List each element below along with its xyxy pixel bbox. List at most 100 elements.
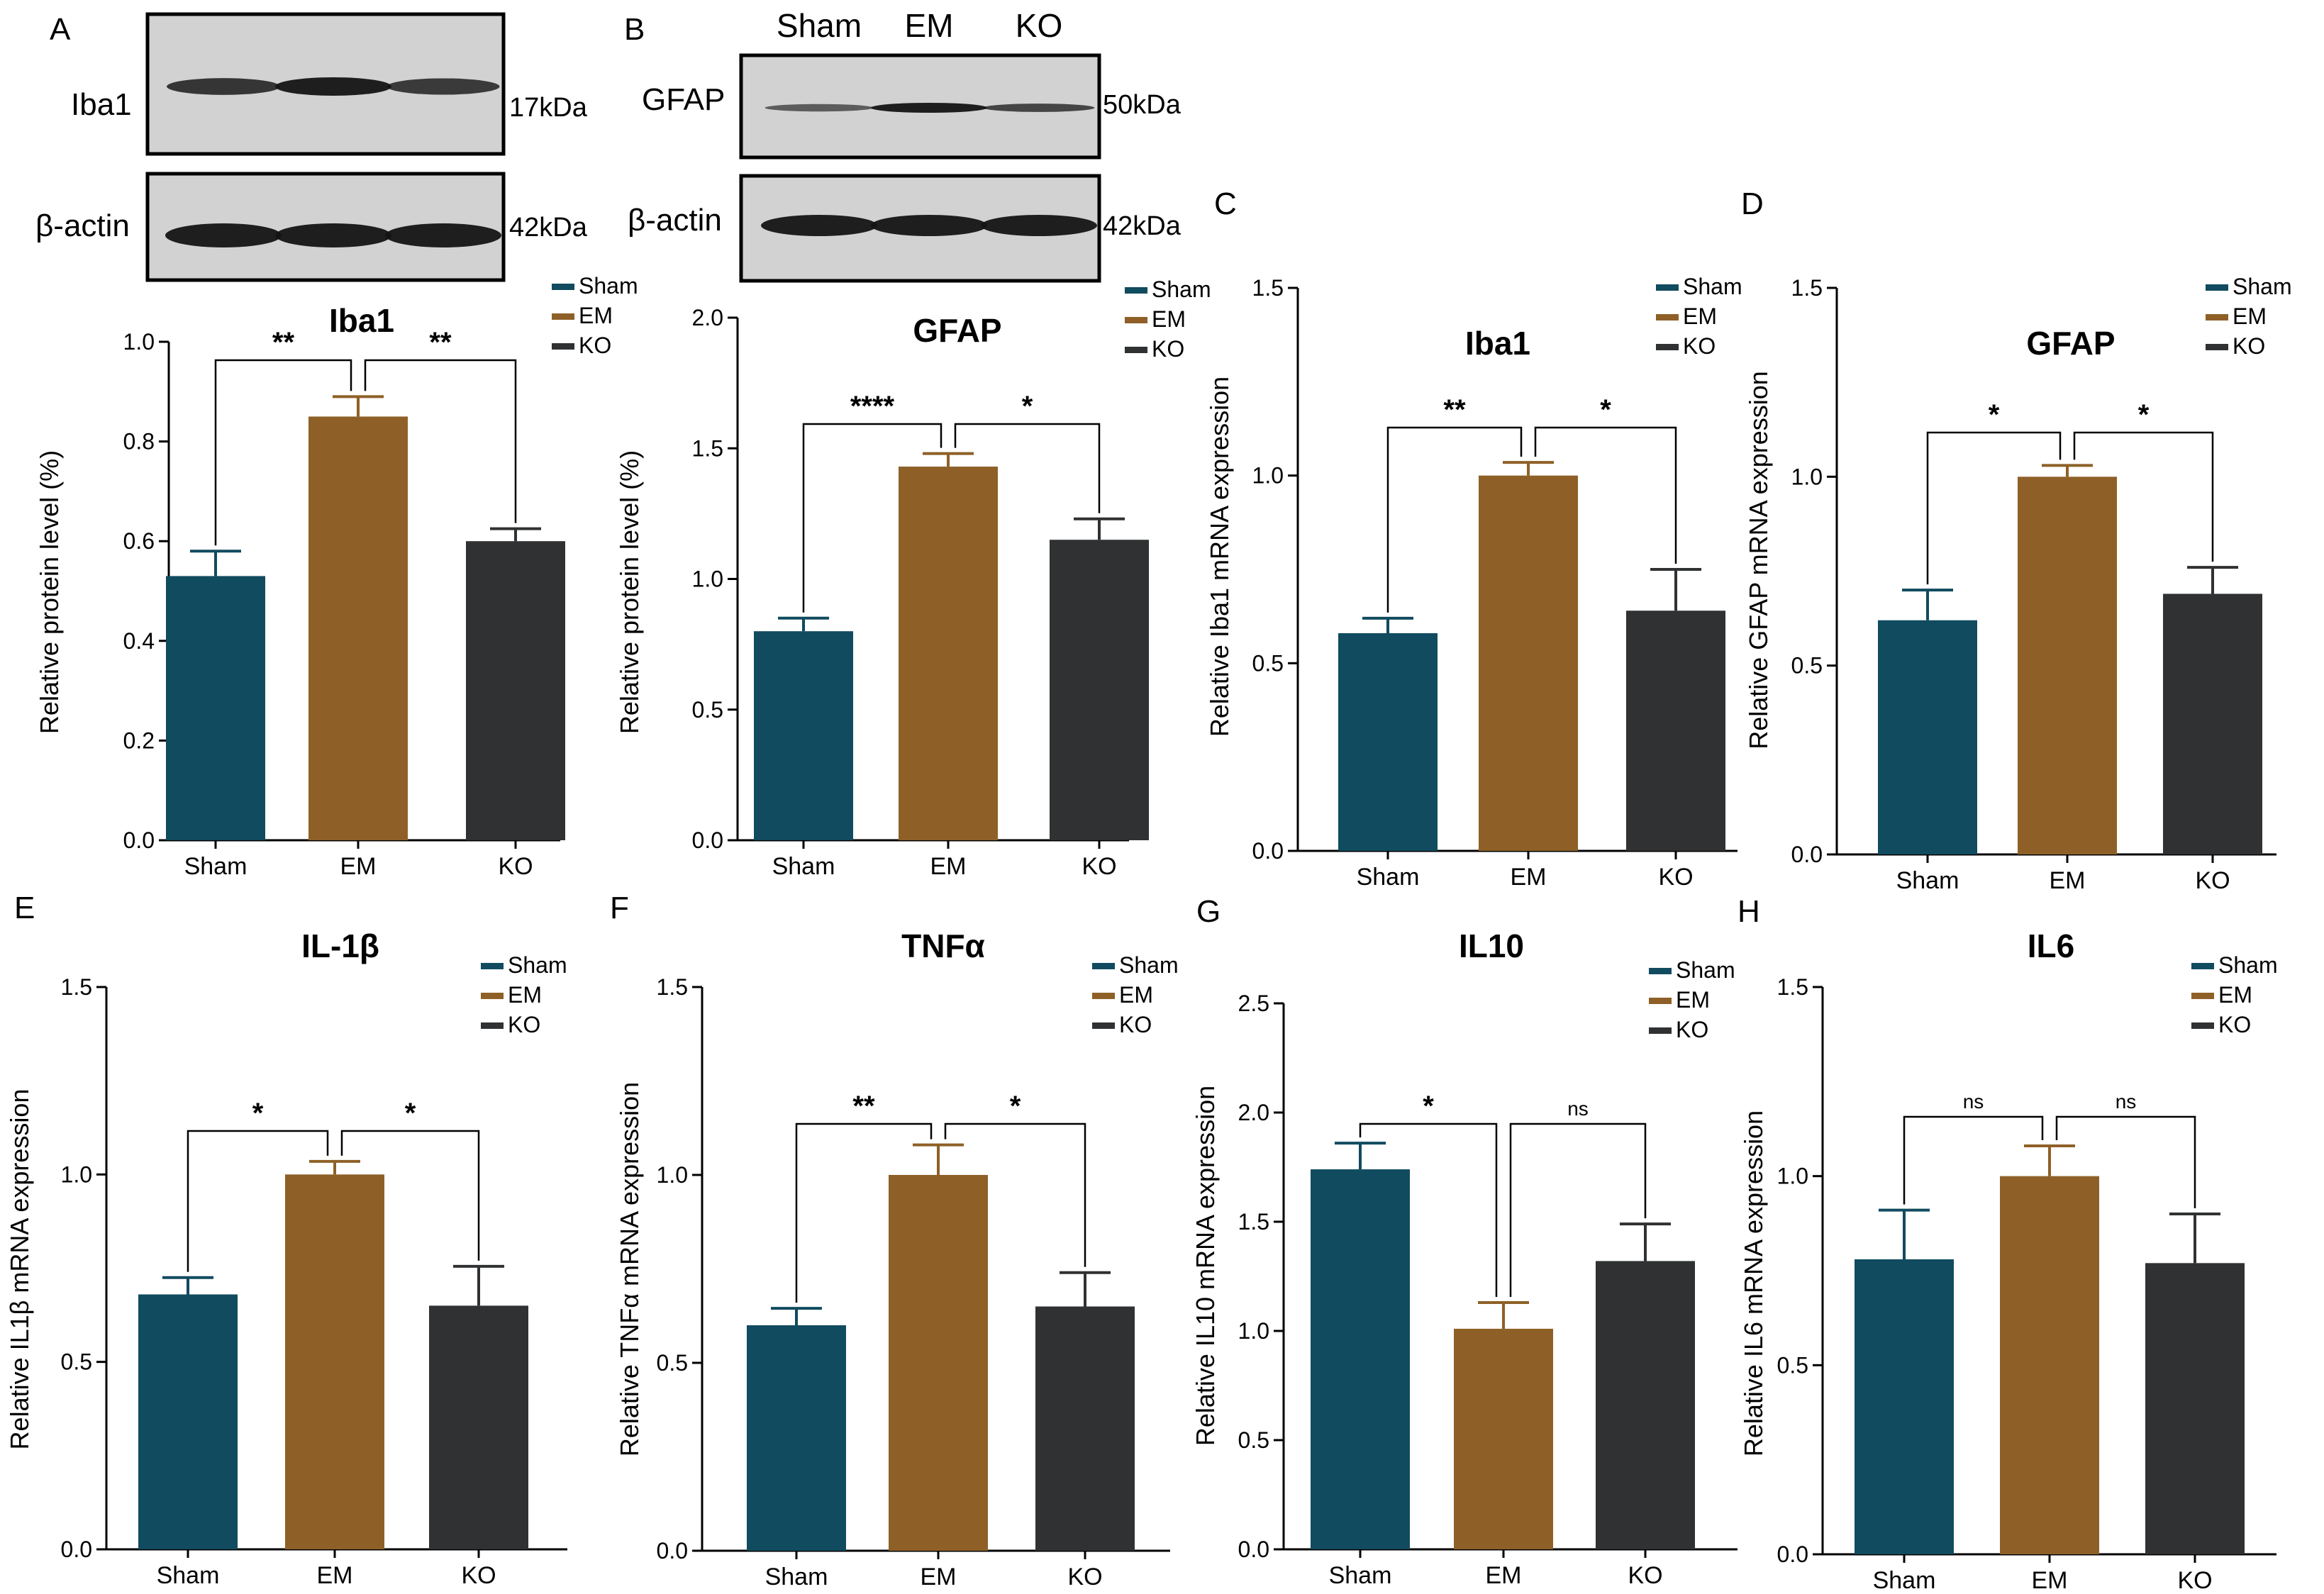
bar-em: [889, 1175, 988, 1551]
y-tick-label: 0.0: [657, 1538, 688, 1564]
legend-swatch-sham: [481, 963, 504, 969]
x-tick-label: EM: [921, 1564, 957, 1590]
molecular-weight-label: 42kDa: [1103, 211, 1182, 241]
legend-swatch-sham: [552, 284, 574, 290]
y-tick-label: 1.5: [692, 435, 723, 461]
legend-swatch-sham: [1125, 287, 1147, 294]
x-tick-label: Sham: [765, 1564, 828, 1590]
y-tick-label: 1.0: [61, 1161, 92, 1187]
molecular-weight-label: 42kDa: [509, 213, 588, 243]
legend-label: KO: [508, 1012, 540, 1037]
legend-swatch-em: [1125, 317, 1147, 323]
bar-ko: [1626, 611, 1725, 851]
significance-label: *: [1423, 1091, 1434, 1122]
bar-ko: [1050, 540, 1149, 840]
significance-label: *: [2138, 399, 2150, 430]
legend-label: Sham: [579, 273, 638, 299]
legend-label: KO: [1119, 1012, 1152, 1037]
significance-bracket: [340, 1130, 480, 1261]
y-tick-label: 0.0: [1777, 1542, 1808, 1567]
x-tick-label: Sham: [184, 853, 248, 880]
legend-label: Sham: [1119, 952, 1179, 978]
y-tick-label: 2.0: [692, 305, 723, 330]
significance-bracket: [802, 423, 943, 613]
lane-label-sham: Sham: [777, 7, 862, 44]
bar-em: [1479, 475, 1578, 851]
y-tick-label: 0.5: [1238, 1427, 1269, 1453]
blot-row-label: GFAP: [642, 82, 725, 117]
x-tick-label: EM: [340, 853, 377, 880]
significance-bracket: [954, 423, 1101, 513]
x-tick-label: KO: [1082, 853, 1116, 880]
y-tick-label: 1.0: [692, 567, 723, 592]
chart-panel-d: D GFAP Relative GFAP mRNA expression 0.0 0.5…: [1741, 186, 2292, 894]
western-blot-b: B Sham EM KO GFAP 50kDa β-actin 42kDa: [624, 7, 1182, 283]
legend-swatch-sham: [1092, 963, 1115, 969]
x-tick-label: Sham: [1357, 864, 1420, 891]
significance-label: *: [1600, 394, 1611, 425]
y-axis-label: Relative IL1β mRNA expression: [5, 1089, 34, 1450]
legend-label: EM: [1683, 303, 1717, 329]
y-tick-label: 0.5: [1777, 1352, 1808, 1378]
y-axis-label: Relative TNFα mRNA expression: [615, 1082, 644, 1456]
significance-bracket: [944, 1122, 1086, 1267]
x-tick-label: Sham: [157, 1562, 220, 1589]
y-tick-label: 2.0: [1238, 1100, 1269, 1125]
y-tick-label: 0.5: [1791, 653, 1823, 679]
significance-bracket: [364, 359, 517, 523]
x-tick-label: EM: [2032, 1567, 2068, 1594]
y-tick-label: 0.5: [1252, 650, 1284, 676]
y-tick-label: 0.4: [123, 628, 155, 654]
protein-band: [165, 223, 282, 247]
panel-label: C: [1214, 186, 1237, 221]
panel-label: B: [624, 12, 645, 47]
protein-band: [385, 223, 501, 247]
x-tick-label: Sham: [1896, 867, 1959, 894]
legend-swatch-ko: [2206, 344, 2228, 350]
legend-label: Sham: [508, 952, 567, 978]
protein-band: [983, 104, 1095, 112]
chart-panel-e: E IL-1β Relative IL1β mRNA expression 0.0 0.…: [5, 891, 567, 1589]
y-tick-label: 0.5: [692, 697, 723, 723]
legend-label: Sham: [2218, 952, 2278, 978]
significance-label: *: [405, 1098, 416, 1129]
panel-label: E: [14, 891, 35, 925]
bar-em: [899, 467, 998, 840]
protein-band: [387, 78, 500, 95]
bar-sham: [166, 576, 265, 840]
chart-panel-c: C Iba1 Relative Iba1 mRNA expression 0.0 0.5…: [1205, 186, 1742, 891]
protein-band: [167, 78, 280, 95]
significance-bracket: [1903, 1115, 2044, 1205]
protein-band: [871, 215, 987, 236]
chart-title: IL-1β: [301, 927, 379, 964]
bar-em: [308, 416, 408, 840]
legend-label: EM: [1119, 982, 1153, 1008]
chart-title: TNFα: [901, 927, 985, 964]
legend-label: KO: [2233, 333, 2265, 359]
bar-sham: [138, 1294, 238, 1549]
significance-label: *: [1989, 399, 2000, 430]
legend-swatch-ko: [1092, 1022, 1115, 1029]
panel-label: G: [1196, 894, 1221, 929]
legend-label: EM: [508, 982, 542, 1008]
x-tick-label: KO: [1658, 864, 1693, 891]
legend-swatch-em: [1656, 314, 1679, 321]
bar-sham: [754, 631, 853, 840]
significance-bracket: [1926, 431, 2062, 585]
legend-swatch-ko: [1656, 344, 1679, 350]
y-tick-label: 1.0: [123, 329, 155, 355]
x-tick-label: EM: [2050, 867, 2086, 894]
legend-swatch-em: [552, 313, 574, 320]
legend-label: Sham: [1676, 957, 1735, 983]
legend-label: EM: [579, 303, 613, 328]
legend-swatch-em: [2206, 314, 2228, 321]
significance-label: *: [1022, 391, 1033, 422]
legend-swatch-ko: [481, 1022, 504, 1029]
y-tick-label: 0.5: [61, 1349, 92, 1375]
legend-label: KO: [1152, 336, 1184, 362]
chart-panel-b: GFAP Relative protein level (%) 0.0 0.5 1.0 1…: [615, 277, 1211, 880]
legend-label: KO: [1683, 333, 1716, 359]
chart-panel-g: G IL10 Relative IL10 mRNA expression 0.0 0.5…: [1191, 894, 1738, 1589]
x-tick-label: KO: [1628, 1562, 1662, 1589]
